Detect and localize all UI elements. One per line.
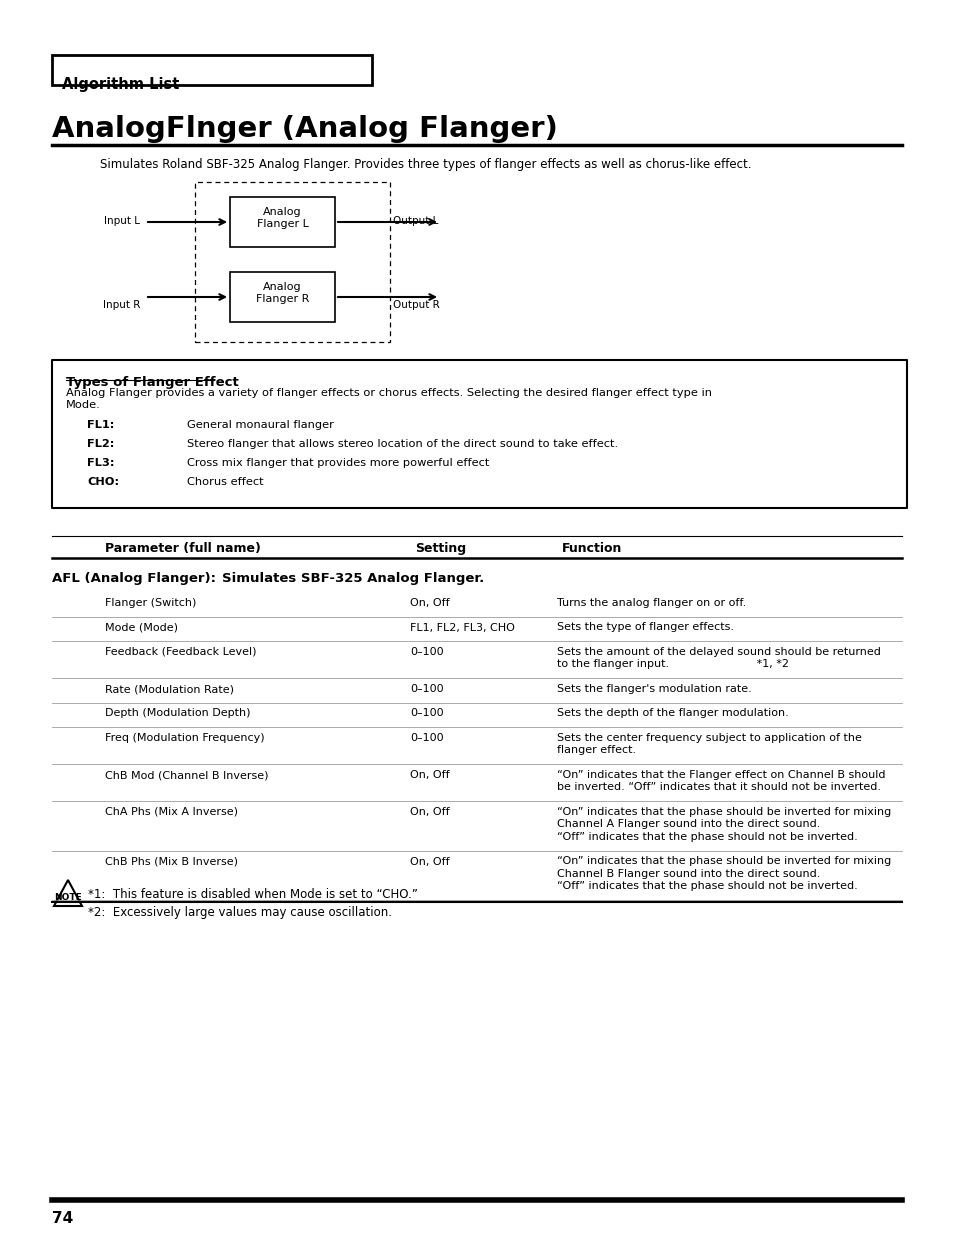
Text: FL2:: FL2: [87,439,114,449]
Text: 74: 74 [52,1211,73,1226]
Text: Chorus effect: Chorus effect [187,477,263,486]
Text: Sets the depth of the flanger modulation.: Sets the depth of the flanger modulation… [557,709,788,719]
Text: On, Off: On, Off [410,807,449,817]
Bar [194,182,390,343]
Text: Mode (Mode): Mode (Mode) [105,623,178,633]
Text: Sets the flanger's modulation rate.: Sets the flanger's modulation rate. [557,684,751,694]
Text: ChA Phs (Mix A Inverse): ChA Phs (Mix A Inverse) [105,807,237,817]
Text: “On” indicates that the phase should be inverted for mixing
Channel B Flanger so: “On” indicates that the phase should be … [557,856,890,891]
Bar [52,55,372,84]
Text: Flanger (Switch): Flanger (Switch) [105,598,196,608]
Text: Feedback (Feedback Level): Feedback (Feedback Level) [105,647,256,656]
Text: AFL (Analog Flanger):: AFL (Analog Flanger): [52,572,215,585]
Text: On, Off: On, Off [410,769,449,781]
Text: Stereo flanger that allows stereo location of the direct sound to take effect.: Stereo flanger that allows stereo locati… [187,439,618,449]
Polygon shape [54,880,82,906]
Text: Simulates Roland SBF-325 Analog Flanger. Provides three types of flanger effects: Simulates Roland SBF-325 Analog Flanger.… [100,158,751,171]
Text: General monaural flanger: General monaural flanger [187,419,334,429]
Text: Sets the center frequency subject to application of the
flanger effect.: Sets the center frequency subject to app… [557,733,861,756]
Text: On, Off: On, Off [410,598,449,608]
Text: Input R: Input R [103,300,140,310]
Bar [230,272,335,321]
Text: CHO:: CHO: [87,477,119,486]
Text: “On” indicates that the Flanger effect on Channel B should
be inverted. “Off” in: “On” indicates that the Flanger effect o… [557,769,884,793]
Text: Output L: Output L [393,216,438,226]
Text: 0–100: 0–100 [410,647,443,656]
Text: “On” indicates that the phase should be inverted for mixing
Channel A Flanger so: “On” indicates that the phase should be … [557,807,890,841]
Text: Depth (Modulation Depth): Depth (Modulation Depth) [105,709,251,719]
Text: ChB Phs (Mix B Inverse): ChB Phs (Mix B Inverse) [105,856,237,866]
Text: Rate (Modulation Rate): Rate (Modulation Rate) [105,684,233,694]
Text: Analog
Flanger L: Analog Flanger L [256,207,308,228]
Text: FL3:: FL3: [87,458,114,468]
Text: On, Off: On, Off [410,856,449,866]
Text: Sets the type of flanger effects.: Sets the type of flanger effects. [557,623,733,633]
Text: Function: Function [561,542,621,555]
Text: Output R: Output R [393,300,439,310]
Text: Analog
Flanger R: Analog Flanger R [255,282,309,304]
Text: NOTE: NOTE [54,894,82,902]
Text: ChB Mod (Channel B Inverse): ChB Mod (Channel B Inverse) [105,769,268,781]
Text: *1:  This feature is disabled when Mode is set to “CHO.”: *1: This feature is disabled when Mode i… [88,889,417,901]
Bar [52,360,906,508]
Bar [230,197,335,247]
Text: Input L: Input L [104,216,140,226]
Text: Analog Flanger provides a variety of flanger effects or chorus effects. Selectin: Analog Flanger provides a variety of fla… [66,388,711,411]
Text: FL1, FL2, FL3, CHO: FL1, FL2, FL3, CHO [410,623,515,633]
Text: 0–100: 0–100 [410,733,443,743]
Text: Freq (Modulation Frequency): Freq (Modulation Frequency) [105,733,264,743]
Text: Sets the amount of the delayed sound should be returned
to the flanger input.   : Sets the amount of the delayed sound sho… [557,647,880,669]
Text: *2:  Excessively large values may cause oscillation.: *2: Excessively large values may cause o… [88,906,392,920]
Text: 0–100: 0–100 [410,684,443,694]
Text: Simulates SBF-325 Analog Flanger.: Simulates SBF-325 Analog Flanger. [222,572,484,585]
Text: Turns the analog flanger on or off.: Turns the analog flanger on or off. [557,598,745,608]
Text: Cross mix flanger that provides more powerful effect: Cross mix flanger that provides more pow… [187,458,489,468]
Text: Parameter (full name): Parameter (full name) [105,542,260,555]
Text: 0–100: 0–100 [410,709,443,719]
Text: Algorithm List: Algorithm List [62,77,179,92]
Text: AnalogFlnger (Analog Flanger): AnalogFlnger (Analog Flanger) [52,115,558,143]
Text: Types of Flanger Effect: Types of Flanger Effect [66,376,238,388]
Text: FL1:: FL1: [87,419,114,429]
Text: Setting: Setting [415,542,466,555]
